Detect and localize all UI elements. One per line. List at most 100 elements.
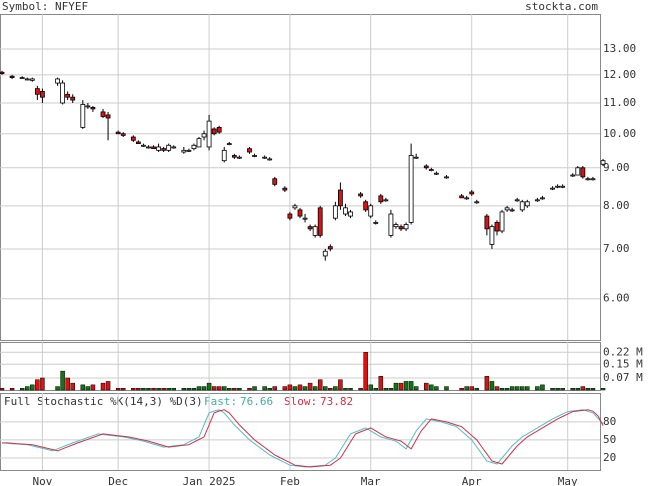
candle-body	[236, 156, 242, 159]
volume-bar	[363, 352, 368, 391]
candle-body	[585, 178, 591, 181]
candle-body	[65, 93, 71, 98]
candle-body	[247, 148, 252, 153]
candle-body	[130, 136, 136, 141]
volume-bar	[469, 386, 474, 391]
candle-body	[368, 205, 374, 217]
volume-bar	[136, 388, 141, 391]
candle-body	[19, 77, 25, 79]
volume-bar	[216, 386, 222, 391]
volume-bar	[156, 388, 161, 391]
candle-body	[499, 211, 505, 232]
candle-body	[272, 178, 278, 185]
candle-body	[171, 146, 177, 149]
volume-bar	[328, 388, 333, 391]
volume-bar	[70, 382, 75, 391]
candle-body	[90, 107, 96, 110]
candle-body	[327, 246, 333, 250]
candle-body	[413, 156, 419, 159]
candle-body	[120, 133, 126, 136]
volume-bar	[343, 388, 348, 391]
volume-bar	[115, 388, 121, 391]
volume-bar	[348, 388, 353, 391]
y-tick-label: 11.00	[603, 96, 636, 109]
candle-body	[9, 75, 15, 78]
x-tick-label: Apr	[462, 475, 482, 486]
volume-bar	[575, 388, 581, 391]
candle-body	[29, 78, 35, 81]
candle-body	[161, 148, 167, 151]
volume-bar	[494, 386, 500, 391]
x-tick-label: Feb	[280, 475, 300, 486]
volume-bar	[232, 388, 237, 391]
candle-body	[575, 167, 581, 176]
candle-body	[332, 205, 338, 219]
y-tick-label: 20	[603, 451, 616, 464]
y-tick-label: 0.07 M	[603, 371, 643, 384]
volume-bar	[302, 386, 308, 391]
volume-bar	[312, 386, 318, 391]
volume-bar	[141, 388, 146, 391]
candle-body	[252, 155, 257, 157]
x-tick-label: May	[558, 475, 578, 486]
y-tick-label: 12.00	[603, 68, 636, 81]
volume-panel	[0, 342, 601, 391]
y-tick-label: 7.00	[603, 242, 630, 255]
volume-bar	[25, 386, 30, 391]
volume-bar	[267, 388, 272, 391]
volume-bar	[272, 386, 277, 391]
volume-bar	[444, 386, 449, 391]
volume-bar	[80, 384, 86, 391]
volume-bar	[378, 376, 384, 391]
candle-body	[55, 78, 60, 84]
volume-bar	[282, 386, 288, 391]
volume-bar	[600, 388, 606, 391]
candle-body	[519, 201, 525, 211]
volume-bar	[459, 388, 464, 391]
candle-body	[514, 199, 520, 202]
volume-bar	[35, 379, 40, 391]
volume-bar	[221, 386, 227, 391]
y-tick-label: 50	[603, 433, 616, 446]
candle-body	[555, 185, 560, 188]
fast-label: Fast:	[204, 395, 237, 408]
volume-bar	[489, 381, 495, 391]
candle-body	[322, 250, 328, 257]
volume-bar	[484, 376, 490, 391]
candle-body	[484, 215, 490, 230]
volume-bar	[373, 388, 379, 391]
volume-bar	[464, 386, 469, 391]
y-tick-label: 6.00	[603, 292, 630, 305]
candle-body	[191, 144, 197, 150]
volume-bar	[9, 388, 15, 391]
stochastic-title: Full Stochastic %K(14,3) %D(3)	[4, 395, 203, 408]
candle-body	[85, 105, 91, 108]
volume-bar	[570, 388, 575, 391]
x-tick-label: Mar	[361, 475, 381, 486]
candle-body	[600, 160, 606, 165]
candle-body	[550, 187, 555, 190]
volume-bar	[307, 382, 313, 391]
volume-bar	[100, 382, 106, 391]
volume-bar	[590, 388, 596, 391]
volume-bar	[171, 388, 176, 391]
candle-body	[469, 191, 475, 195]
volume-bar	[580, 386, 586, 391]
candle-body	[403, 224, 409, 230]
candle-body	[338, 189, 343, 207]
volume-bar	[525, 386, 530, 391]
candle-body	[156, 146, 161, 151]
candle-body	[464, 197, 470, 200]
candle-body	[135, 141, 141, 144]
candle-body	[444, 176, 449, 179]
volume-bar	[151, 388, 156, 391]
candle-body	[307, 226, 313, 230]
volume-bar	[429, 384, 434, 391]
volume-bar	[398, 382, 404, 391]
candle-body	[348, 211, 353, 217]
volume-bar	[292, 386, 298, 391]
volume-bar	[383, 388, 389, 391]
y-tick-label: 13.00	[603, 42, 636, 55]
candle-body	[151, 146, 156, 150]
candle-body	[287, 213, 293, 219]
